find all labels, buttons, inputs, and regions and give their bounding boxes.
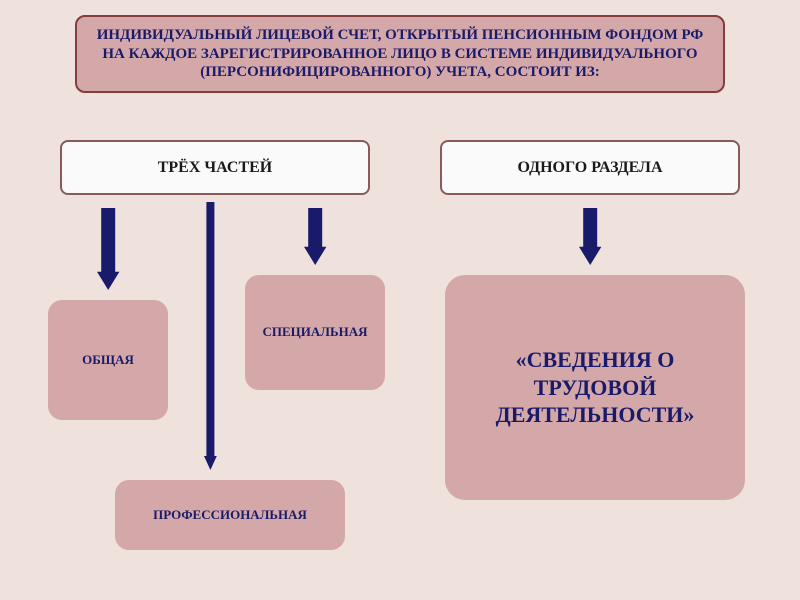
part-special-label: СПЕЦИАЛЬНАЯ [263,324,368,340]
section-labor-info: «СВЕДЕНИЯ О ТРУДОВОЙ ДЕЯТЕЛЬНОСТИ» [445,275,745,500]
part-common: ОБЩАЯ [48,300,168,420]
branch-one-section-label: ОДНОГО РАЗДЕЛА [517,158,662,178]
header-box: ИНДИВИДУАЛЬНЫЙ ЛИЦЕВОЙ СЧЕТ, ОТКРЫТЫЙ ПЕ… [75,15,725,93]
arrow-icon [204,202,217,470]
header-text: ИНДИВИДУАЛЬНЫЙ ЛИЦЕВОЙ СЧЕТ, ОТКРЫТЫЙ ПЕ… [87,26,713,82]
branch-one-section: ОДНОГО РАЗДЕЛА [440,140,740,195]
part-professional: ПРОФЕССИОНАЛЬНАЯ [115,480,345,550]
arrow-icon [97,208,119,290]
part-special: СПЕЦИАЛЬНАЯ [245,275,385,390]
arrow-icon [304,208,326,265]
arrow-icon [579,208,601,265]
section-labor-info-label: «СВЕДЕНИЯ О ТРУДОВОЙ ДЕЯТЕЛЬНОСТИ» [457,346,733,429]
branch-three-parts: ТРЁХ ЧАСТЕЙ [60,140,370,195]
part-common-label: ОБЩАЯ [82,352,134,368]
branch-three-parts-label: ТРЁХ ЧАСТЕЙ [158,158,273,178]
part-professional-label: ПРОФЕССИОНАЛЬНАЯ [153,507,307,523]
